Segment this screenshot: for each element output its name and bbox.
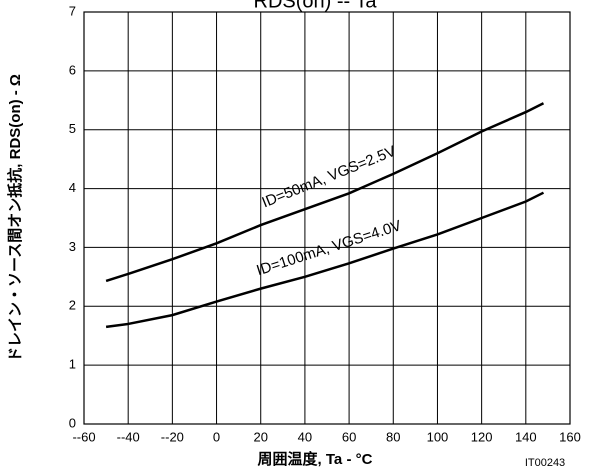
y-tick-label: 2	[69, 298, 76, 313]
y-tick-label: 4	[69, 180, 76, 195]
y-tick-label: 7	[69, 3, 76, 18]
x-tick-label: 160	[559, 429, 581, 444]
chart-title: RDS(on) -- Ta	[254, 0, 378, 12]
line-series	[105, 191, 545, 329]
x-tick-label: 40	[298, 429, 312, 444]
x-tick-label: 100	[427, 429, 449, 444]
x-tick-label: 80	[386, 429, 400, 444]
y-tick-label: 3	[69, 239, 76, 254]
y-tick-label: 1	[69, 357, 76, 372]
x-tick-label: 60	[342, 429, 356, 444]
y-axis-label: ドレイン・ソース間オン抵抗, RDS(on) - Ω	[6, 74, 24, 362]
plot-frame	[83, 11, 571, 425]
x-tick-label: --20	[161, 429, 184, 444]
x-tick-label: 120	[471, 429, 493, 444]
x-axis-label: 周囲温度, Ta - °C	[258, 450, 373, 468]
x-tick-label: --60	[72, 429, 95, 444]
x-tick-label: 140	[515, 429, 537, 444]
y-tick-label: 0	[69, 415, 76, 430]
y-tick-label: 5	[69, 121, 76, 136]
x-tick-label: 0	[213, 429, 220, 444]
figure-code: IT00243	[525, 457, 565, 469]
x-tick-label: --40	[117, 429, 140, 444]
line-series	[105, 102, 545, 283]
y-tick-label: 6	[69, 62, 76, 77]
x-tick-label: 20	[253, 429, 267, 444]
